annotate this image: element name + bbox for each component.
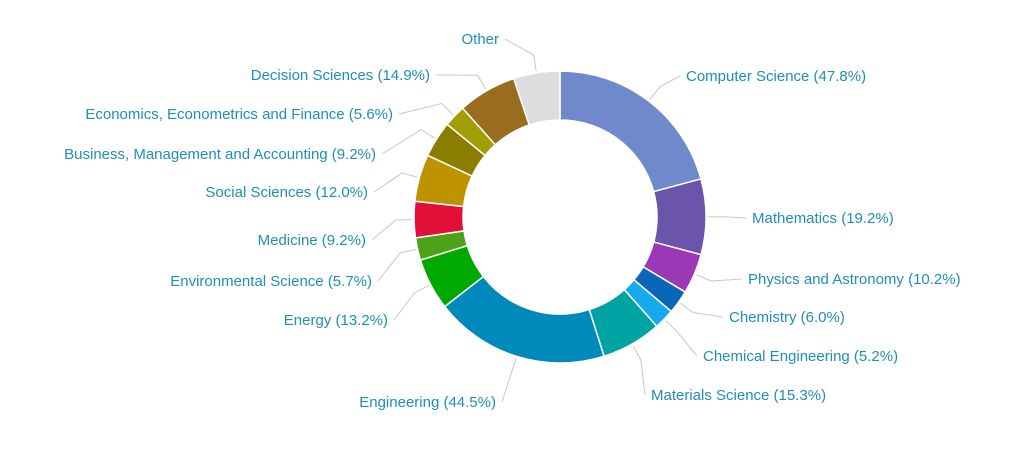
label-business-management-and-accounting: Business, Management and Accounting (9.2… — [64, 146, 376, 163]
label-chemical-engineering: Chemical Engineering (5.2%) — [703, 348, 898, 365]
leader-social-sciences — [373, 172, 418, 193]
leader-engineering — [501, 358, 517, 403]
leader-lines — [371, 38, 747, 403]
leader-energy — [393, 284, 429, 321]
leader-materials-science — [632, 345, 646, 396]
label-economics-econometrics-and-finance: Economics, Econometrics and Finance (5.6… — [85, 106, 393, 123]
leader-environmental-science — [377, 249, 416, 282]
label-energy: Energy (13.2%) — [284, 312, 388, 329]
label-engineering: Engineering (44.5%) — [359, 394, 496, 411]
leader-chemical-engineering — [665, 320, 698, 357]
label-computer-science: Computer Science (47.8%) — [686, 68, 866, 85]
slice-engineering[interactable] — [443, 275, 605, 364]
slice-computer-science[interactable] — [559, 70, 702, 193]
leader-medicine — [371, 219, 413, 241]
label-other: Other — [461, 31, 499, 48]
label-mathematics: Mathematics (19.2%) — [752, 210, 894, 227]
label-medicine: Medicine (9.2%) — [258, 232, 366, 249]
label-materials-science: Materials Science (15.3%) — [651, 387, 826, 404]
slice-mathematics[interactable] — [652, 178, 707, 256]
leader-mathematics — [707, 216, 747, 219]
label-social-sciences: Social Sciences (12.0%) — [205, 184, 368, 201]
leader-chemistry — [679, 302, 724, 318]
label-environmental-science: Environmental Science (5.7%) — [170, 273, 372, 290]
label-chemistry: Chemistry (6.0%) — [729, 309, 845, 326]
leader-other — [504, 38, 537, 72]
slice-other[interactable] — [512, 70, 561, 126]
leader-decision-sciences — [435, 74, 487, 90]
leader-business-management-and-accounting — [381, 129, 436, 155]
slice-labels: Computer Science (47.8%) Mathematics (19.… — [64, 31, 960, 411]
label-decision-sciences: Decision Sciences (14.9%) — [251, 67, 430, 84]
label-physics-and-astronomy: Physics and Astronomy (10.2%) — [748, 271, 961, 288]
donut-slices — [413, 70, 707, 364]
slice-medicine[interactable] — [413, 200, 465, 239]
leader-economics-econometrics-and-finance — [398, 102, 454, 115]
leader-physics-and-astronomy — [696, 274, 743, 282]
leader-computer-science — [649, 75, 681, 100]
